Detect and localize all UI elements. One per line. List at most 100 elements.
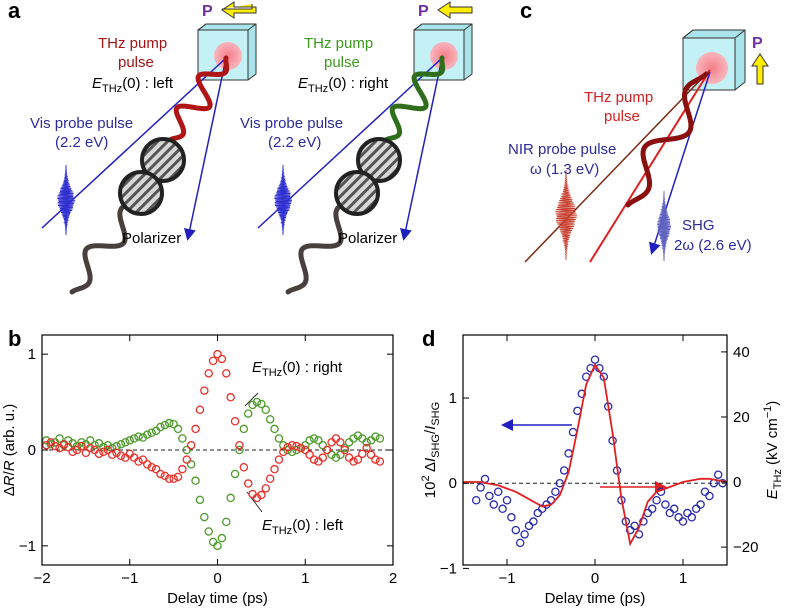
data-point bbox=[169, 474, 178, 483]
diagram-c: P THz pump pulse NIR probe pulse ω (1.3 … bbox=[508, 29, 769, 263]
y-tick-label: 0 bbox=[449, 475, 457, 492]
data-point bbox=[178, 464, 187, 474]
x-tick-label: −1 bbox=[121, 570, 138, 587]
data-point bbox=[252, 397, 262, 407]
data-point bbox=[485, 491, 494, 501]
data-point bbox=[489, 500, 499, 509]
polarizer-label: Polarizer bbox=[122, 230, 181, 247]
data-point bbox=[678, 517, 688, 526]
data-point bbox=[217, 533, 227, 543]
data-point bbox=[86, 436, 95, 445]
data-point bbox=[349, 434, 358, 443]
text-part: (0) : right bbox=[282, 359, 343, 376]
data-point bbox=[366, 450, 376, 460]
data-point bbox=[274, 434, 284, 443]
data-point bbox=[520, 530, 529, 539]
data-point bbox=[652, 496, 661, 505]
pump-beam bbox=[589, 69, 711, 263]
text-part: E bbox=[764, 488, 781, 499]
data-point bbox=[375, 434, 385, 443]
data-point bbox=[713, 470, 723, 479]
y2-axis-title: ETHz (kV cm−1) bbox=[762, 401, 784, 500]
data-point bbox=[147, 462, 156, 472]
text-part: I bbox=[422, 458, 439, 462]
data-point bbox=[283, 442, 292, 452]
polarizer-label: Polarizer bbox=[338, 230, 397, 247]
data-point bbox=[186, 440, 196, 450]
polarization-label: P bbox=[752, 35, 763, 52]
data-point bbox=[524, 521, 534, 531]
data-point bbox=[331, 434, 341, 443]
pump-label: pulse bbox=[604, 108, 640, 125]
data-point bbox=[213, 349, 222, 359]
data-point bbox=[116, 439, 126, 449]
data-point bbox=[222, 517, 231, 527]
data-point bbox=[160, 471, 170, 481]
probe-pulse bbox=[274, 164, 293, 236]
data-point bbox=[195, 405, 205, 414]
text-part: (0) : left bbox=[292, 517, 344, 534]
data-point bbox=[551, 487, 560, 496]
data-point bbox=[362, 443, 371, 453]
text-part: E bbox=[262, 517, 273, 534]
probe-pulse bbox=[656, 190, 672, 262]
data-point bbox=[138, 433, 148, 442]
data-point bbox=[103, 440, 113, 450]
probe-label: (2.2 eV) bbox=[55, 134, 108, 151]
data-point bbox=[327, 438, 336, 447]
text-part: THz bbox=[272, 525, 292, 537]
data-point bbox=[195, 495, 205, 505]
data-point bbox=[344, 453, 354, 462]
text-part: Delay time (ps) bbox=[545, 590, 646, 607]
data-point bbox=[116, 451, 126, 460]
shg-label: SHG bbox=[682, 217, 715, 234]
data-point bbox=[318, 440, 328, 450]
data-point bbox=[99, 447, 108, 457]
data-point bbox=[529, 517, 538, 526]
data-point bbox=[204, 527, 213, 536]
data-point bbox=[213, 541, 222, 551]
data-point bbox=[68, 447, 77, 457]
data-point bbox=[182, 445, 192, 455]
polarizer bbox=[140, 137, 186, 183]
data-point bbox=[217, 354, 227, 364]
data-line bbox=[463, 363, 728, 547]
text-part: −1 bbox=[762, 406, 774, 419]
text-part: SHG bbox=[430, 434, 442, 458]
data-point bbox=[243, 409, 253, 418]
x-tick-label: 1 bbox=[679, 570, 687, 587]
data-point bbox=[476, 483, 485, 492]
data-point bbox=[309, 455, 319, 464]
x-tick-label: 0 bbox=[591, 570, 599, 587]
data-point bbox=[164, 474, 174, 483]
polarization-arrow bbox=[437, 1, 473, 19]
data-point bbox=[502, 496, 512, 505]
data-point bbox=[683, 508, 692, 518]
thz-pulse bbox=[69, 197, 141, 295]
data-point bbox=[169, 419, 178, 429]
data-point bbox=[314, 436, 323, 445]
data-point bbox=[630, 521, 639, 531]
data-point bbox=[208, 537, 218, 547]
data-point bbox=[555, 478, 565, 488]
probe-beam bbox=[183, 57, 227, 241]
data-point bbox=[533, 508, 543, 518]
leader-line bbox=[244, 392, 259, 407]
data-point bbox=[94, 439, 104, 448]
pump-label: THz pump bbox=[304, 35, 373, 52]
data-point bbox=[265, 415, 275, 424]
data-point bbox=[261, 484, 271, 493]
data-point bbox=[129, 453, 139, 462]
data-point bbox=[471, 496, 481, 505]
data-point bbox=[173, 472, 183, 482]
data-point bbox=[94, 449, 104, 459]
data-point bbox=[186, 460, 196, 469]
data-point bbox=[151, 426, 161, 436]
data-point bbox=[375, 457, 385, 466]
data-point bbox=[300, 445, 310, 455]
data-point bbox=[371, 432, 380, 441]
text-part: THz bbox=[308, 83, 328, 95]
data-point bbox=[696, 500, 705, 509]
data-point bbox=[331, 453, 341, 462]
data-point bbox=[362, 438, 371, 447]
